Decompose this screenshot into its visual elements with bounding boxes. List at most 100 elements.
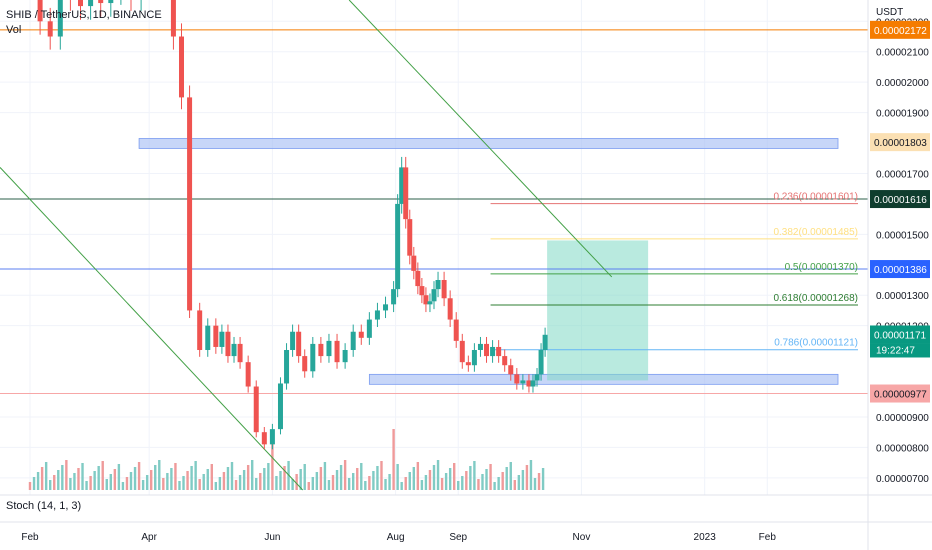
volume-bar xyxy=(392,429,395,490)
volume-bar xyxy=(432,465,436,490)
price-label-box xyxy=(870,384,930,403)
volume-bar xyxy=(242,470,246,490)
candle-body xyxy=(403,167,409,220)
price-label: 0.00000977 xyxy=(874,390,927,401)
candle-body xyxy=(350,331,356,350)
volume-bar xyxy=(368,476,371,490)
y-tick-label: 0.00002000 xyxy=(876,78,929,89)
candle-body xyxy=(514,374,520,384)
volume-bar xyxy=(279,471,282,490)
volume-bar xyxy=(396,464,399,490)
volume-bar xyxy=(150,470,153,490)
candle-body xyxy=(453,319,459,341)
symbol-title[interactable]: SHIB / TetherUS, 1D, BINANCE xyxy=(6,9,162,21)
volume-bar xyxy=(198,479,201,490)
candle-body xyxy=(415,270,421,287)
candle-body xyxy=(459,340,465,363)
y-tick-label: 0.00001900 xyxy=(876,109,929,120)
price-label: 0.00001803 xyxy=(874,138,927,149)
volume-bar xyxy=(117,464,121,490)
volume-bar xyxy=(412,467,415,490)
stoch-indicator-label[interactable]: Stoch (14, 1, 3) xyxy=(6,500,82,512)
volume-bar xyxy=(218,477,222,490)
trend-lines xyxy=(0,0,613,491)
volume-bar xyxy=(206,469,209,490)
trend-line-down-1 xyxy=(0,167,304,491)
fib-label: 0.5(0.00001370) xyxy=(785,262,858,273)
volume-bar xyxy=(404,477,407,490)
candle-body xyxy=(197,310,203,350)
volume-bar xyxy=(166,473,169,490)
x-tick-label: Jun xyxy=(264,532,280,543)
volume-bar xyxy=(343,460,347,490)
candle-body xyxy=(366,319,372,338)
y-tick-label: 0.00001300 xyxy=(876,291,929,302)
volume-bar xyxy=(214,482,218,490)
countdown-label: 19:22:47 xyxy=(876,345,915,356)
price-label: 0.00002172 xyxy=(874,26,927,37)
volume-bar xyxy=(517,475,521,490)
grid xyxy=(0,0,868,495)
volume-bar xyxy=(162,478,165,490)
volume-bar xyxy=(129,472,133,490)
volume-bar xyxy=(137,462,141,490)
volume-bar xyxy=(170,468,173,490)
x-tick-label: Aug xyxy=(387,532,405,543)
candle-body xyxy=(431,289,437,302)
volume-bar xyxy=(283,466,286,490)
volume-bar xyxy=(315,472,319,490)
candle-body xyxy=(411,255,417,271)
volume-bar xyxy=(501,472,504,490)
candle-body xyxy=(435,280,441,290)
volume-bar xyxy=(352,473,355,490)
volume-label[interactable]: Vol xyxy=(6,24,22,36)
candle-body xyxy=(538,350,544,375)
price-label-box xyxy=(870,20,930,39)
candle-body xyxy=(427,301,433,305)
fib-label: 0.618(0.00001268) xyxy=(773,293,858,304)
candle-body xyxy=(477,343,483,350)
volume-bar xyxy=(89,476,92,490)
fib-label: 0.382(0.00001485) xyxy=(773,227,858,238)
time-axis[interactable]: Feb Apr Jun Aug Sep Nov 2023 Feb xyxy=(21,532,776,543)
x-tick-label: Nov xyxy=(573,532,591,543)
volume-bar xyxy=(69,478,72,490)
volume-bar xyxy=(311,477,314,490)
volume-bar xyxy=(537,473,541,490)
volume-bar xyxy=(222,472,226,490)
volume-bar xyxy=(408,472,411,490)
volume-bar xyxy=(210,464,213,490)
volume-bar xyxy=(299,469,302,490)
candle-body xyxy=(419,286,425,296)
volume-bar xyxy=(533,478,537,490)
volume-bar xyxy=(388,474,391,490)
price-axis[interactable]: 0.000022000.000021000.000020000.00001900… xyxy=(876,17,929,485)
volume-bar xyxy=(186,471,189,490)
y-tick-label: 0.00000700 xyxy=(876,474,929,485)
fib-label: 0.236(0.00001601) xyxy=(773,192,858,203)
volume-bar xyxy=(125,477,129,490)
volume-bar xyxy=(481,474,484,490)
volume-bar xyxy=(364,481,367,490)
volume-bar xyxy=(263,468,266,490)
candle-body xyxy=(179,36,184,98)
volume-bar xyxy=(509,462,512,490)
volume-bar xyxy=(469,466,472,490)
volume-bar xyxy=(40,467,44,490)
candle-body xyxy=(170,0,176,37)
volume-bar xyxy=(32,477,36,490)
volume-bar xyxy=(267,463,270,490)
y-unit-label: USDT xyxy=(876,7,904,18)
candles xyxy=(37,0,548,450)
y-tick-label: 0.00001700 xyxy=(876,169,929,180)
volume-bar xyxy=(73,473,76,490)
price-label-box xyxy=(870,325,930,344)
volume-bar xyxy=(133,467,137,490)
candle-body xyxy=(542,334,548,350)
volume-bar xyxy=(541,468,545,490)
volume-bar xyxy=(416,462,420,490)
candle-body xyxy=(57,0,63,37)
volume-bar xyxy=(428,470,432,490)
candle-body xyxy=(326,340,332,357)
